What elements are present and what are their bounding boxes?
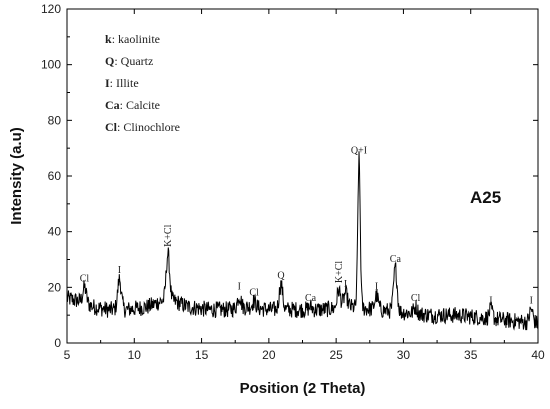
peak-label: I	[375, 282, 378, 293]
y-axis-title: Intensity (a.u)	[8, 127, 25, 225]
xrd-pattern-line	[66, 151, 539, 331]
y-tick-label: 20	[48, 280, 62, 294]
legend-entry: Q: Quartz	[105, 54, 153, 68]
peak-label: Cl	[249, 287, 259, 298]
x-tick-label: 35	[464, 348, 478, 362]
peak-label: K+Cl	[163, 224, 174, 247]
peak-label: I	[238, 282, 241, 293]
x-tick-label: 30	[397, 348, 411, 362]
legend-entry: Ca: Calcite	[105, 98, 160, 112]
peak-label: Cl	[80, 273, 90, 284]
legend-desc: : Calcite	[120, 98, 160, 112]
legend-desc: : Clinochlore	[117, 120, 180, 134]
y-tick-label: 80	[48, 113, 62, 127]
peak-label: I	[344, 279, 347, 290]
legend-key: Cl	[105, 120, 118, 134]
legend-desc: : kaolinite	[112, 32, 160, 46]
peak-label: Ca	[390, 254, 402, 265]
peak-label: I	[118, 265, 121, 276]
peak-label: Ca	[305, 293, 317, 304]
legend-entry: I: Illite	[105, 76, 139, 90]
sample-label: A25	[470, 188, 501, 207]
y-tick-label: 0	[54, 336, 61, 350]
legend-entry: k: kaolinite	[105, 32, 160, 46]
x-tick-label: 40	[531, 348, 545, 362]
y-tick-label: 100	[41, 58, 61, 72]
peak-label: I	[489, 296, 492, 307]
peak-label: Cl	[411, 293, 421, 304]
y-tick-label: 40	[48, 225, 62, 239]
peak-label: K+Cl	[334, 261, 345, 284]
y-tick-label: 120	[41, 2, 61, 16]
x-tick-label: 15	[195, 348, 209, 362]
x-tick-label: 20	[262, 348, 276, 362]
legend-desc: : Illite	[110, 76, 139, 90]
peak-label: Q+I	[351, 145, 367, 156]
x-tick-label: 10	[128, 348, 142, 362]
legend-desc: : Quartz	[114, 54, 153, 68]
legend-key: Q	[105, 54, 114, 68]
legend-entry: Cl: Clinochlore	[105, 120, 180, 134]
x-tick-label: 5	[64, 348, 71, 362]
peak-label: Q	[277, 271, 285, 282]
legend-key: k	[105, 32, 112, 46]
legend-key: Ca	[105, 98, 120, 112]
x-axis-title: Position (2 Theta)	[240, 380, 366, 397]
y-tick-label: 60	[48, 169, 62, 183]
legend-key: I	[105, 76, 110, 90]
x-tick-label: 25	[329, 348, 343, 362]
peak-label: I	[530, 296, 533, 307]
